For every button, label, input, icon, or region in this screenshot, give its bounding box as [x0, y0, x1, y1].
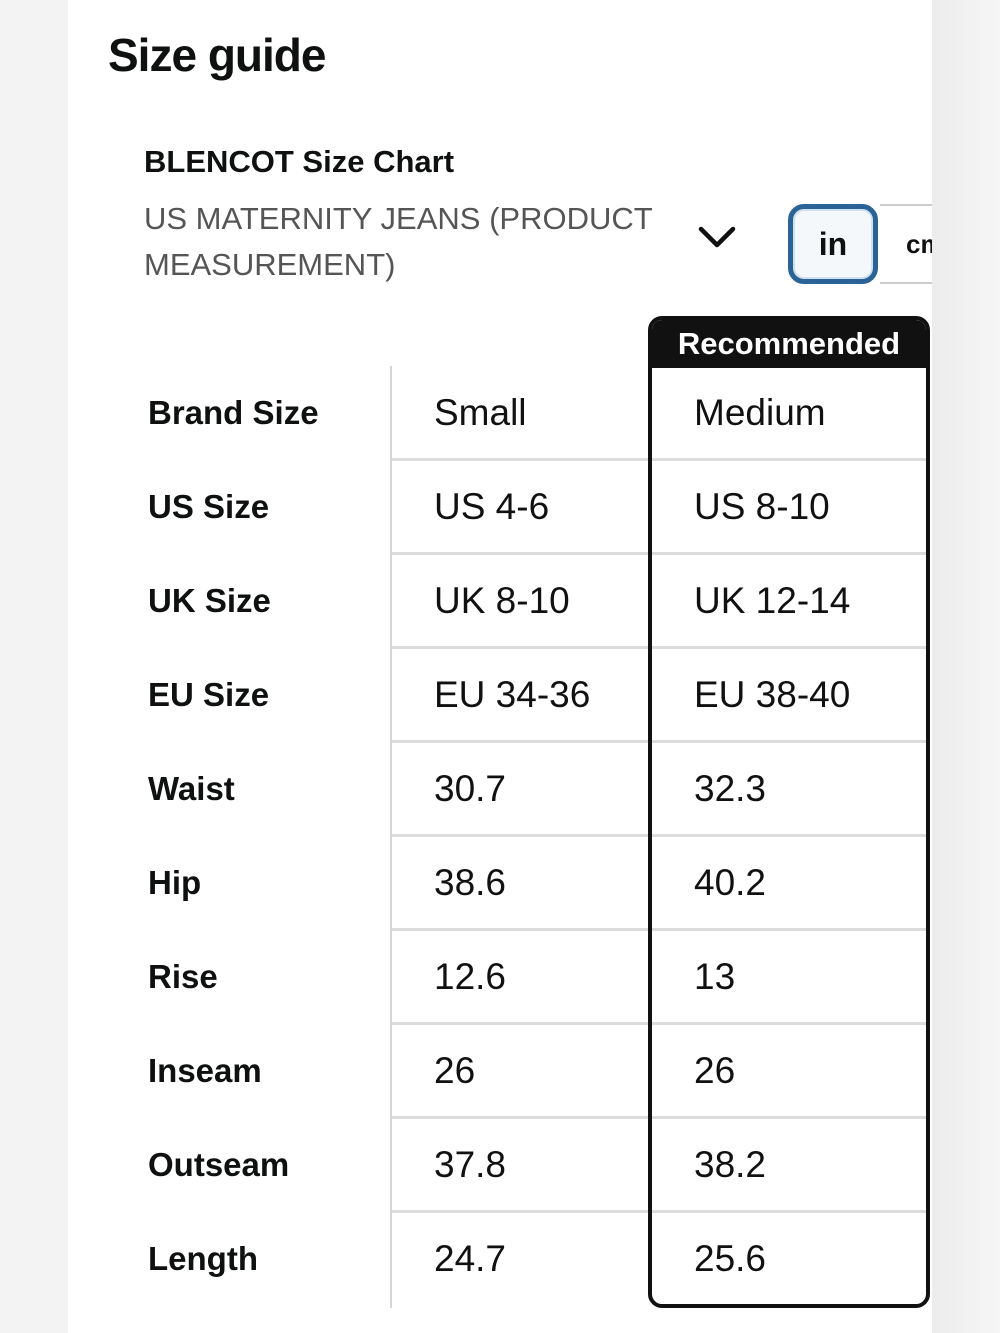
- cell-medium: 13: [694, 956, 736, 997]
- cell-medium: US 8-10: [694, 486, 830, 527]
- table-row: US Size US 4-6 US 8-10: [68, 460, 932, 555]
- row-separator: [392, 928, 648, 931]
- size-guide-panel: Size guide BLENCOT Size Chart US MATERNI…: [68, 0, 932, 1333]
- row-separator: [652, 552, 926, 555]
- table-row: UK Size UK 8-10 UK 12-14: [68, 554, 932, 649]
- row-separator: [392, 834, 648, 837]
- cell-small: Small: [434, 392, 527, 433]
- row-label: Outseam: [148, 1146, 290, 1183]
- size-table: Brand Size Small Medium US Size US 4-6 US 8-1…: [68, 366, 932, 1306]
- cell-small: UK 8-10: [434, 580, 570, 621]
- row-label: Inseam: [148, 1052, 262, 1089]
- cell-small: 24.7: [434, 1238, 507, 1279]
- size-chart-brand-title: BLENCOT Size Chart: [144, 144, 455, 179]
- table-row: EU Size EU 34-36 EU 38-40: [68, 648, 932, 743]
- cell-medium: Medium: [694, 392, 826, 433]
- row-separator: [652, 1210, 926, 1213]
- row-separator: [652, 458, 926, 461]
- row-label: US Size: [148, 488, 270, 525]
- recommended-column: Recommended: [648, 316, 930, 1308]
- cell-medium: 38.2: [694, 1144, 767, 1185]
- table-row: Inseam 26 26: [68, 1024, 932, 1119]
- row-label: Waist: [148, 770, 235, 807]
- cell-medium: EU 38-40: [694, 674, 851, 715]
- cell-small: 37.8: [434, 1144, 507, 1185]
- cell-small: US 4-6: [434, 486, 550, 527]
- row-separator: [652, 1022, 926, 1025]
- row-separator: [392, 646, 648, 649]
- cell-small: 30.7: [434, 768, 507, 809]
- table-row: Outseam 37.8 38.2: [68, 1118, 932, 1213]
- row-label: EU Size: [148, 676, 270, 713]
- row-separator: [652, 740, 926, 743]
- row-separator: [392, 740, 648, 743]
- unit-inches-button[interactable]: in: [788, 204, 878, 284]
- row-label: Hip: [148, 864, 202, 901]
- table-row: Waist 30.7 32.3: [68, 742, 932, 837]
- row-separator: [652, 646, 926, 649]
- table-row: Brand Size Small Medium: [68, 366, 932, 461]
- row-separator: [392, 1116, 648, 1119]
- row-label: Brand Size: [148, 394, 319, 431]
- table-row: Length 24.7 25.6: [68, 1212, 932, 1306]
- row-separator: [652, 1116, 926, 1119]
- row-separator: [392, 552, 648, 555]
- cell-medium: 32.3: [694, 768, 767, 809]
- cell-small: 12.6: [434, 956, 507, 997]
- product-type-selector-label[interactable]: US MATERNITY JEANS (PRODUCT MEASUREMENT): [144, 201, 653, 282]
- row-separator: [392, 1022, 648, 1025]
- cell-medium: 40.2: [694, 862, 767, 903]
- cell-medium: 26: [694, 1050, 736, 1091]
- background-edge: [932, 0, 1000, 1333]
- unit-centimeters-button[interactable]: cm: [880, 204, 932, 284]
- cell-medium: 25.6: [694, 1238, 767, 1279]
- column-divider: [390, 366, 392, 1308]
- table-row: Hip 38.6 40.2: [68, 836, 932, 931]
- row-separator: [392, 1210, 648, 1213]
- row-label: Length: [148, 1240, 258, 1277]
- cell-small: 38.6: [434, 862, 507, 903]
- cell-small: EU 34-36: [434, 674, 591, 715]
- row-separator: [392, 458, 648, 461]
- table-row: Rise 12.6 13: [68, 930, 932, 1025]
- row-separator: [652, 928, 926, 931]
- row-separator: [652, 834, 926, 837]
- row-label: Rise: [148, 958, 218, 995]
- cell-medium: UK 12-14: [694, 580, 851, 621]
- chevron-down-icon[interactable]: [698, 222, 736, 252]
- row-label: UK Size: [148, 582, 271, 619]
- page-title: Size guide: [108, 29, 326, 81]
- cell-small: 26: [434, 1050, 476, 1091]
- recommended-badge: Recommended: [652, 320, 926, 368]
